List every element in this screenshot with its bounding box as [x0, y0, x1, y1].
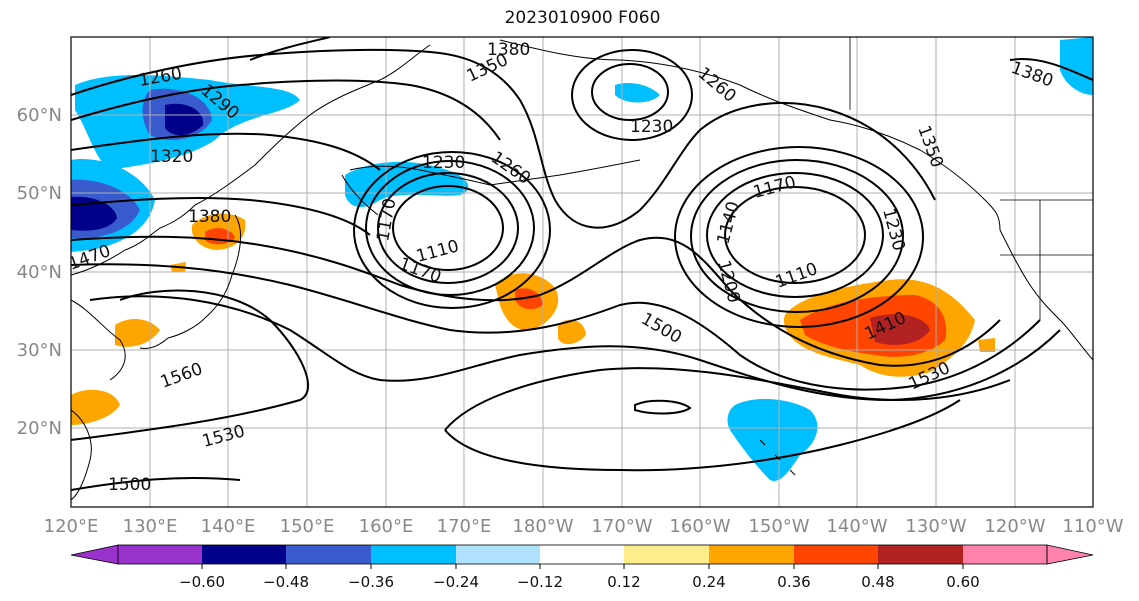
lon-tick-label: 110°W [1062, 516, 1123, 537]
colorbar-tick-label: −0.12 [517, 573, 563, 591]
lat-tick-label: 20°N [17, 418, 62, 439]
lat-tick-label: 30°N [17, 340, 62, 361]
lon-tick-label: 130°E [123, 516, 178, 537]
negative-anomaly-region [165, 103, 204, 136]
chart-title: 2023010900 F060 [504, 8, 661, 28]
lon-tick-label: 120°E [44, 516, 99, 537]
lon-axis: 120°E 130°E 140°E 150°E 160°E 170°E 180°… [44, 516, 1124, 537]
contour-label: 1320 [150, 147, 193, 167]
colorbar-swatch [286, 545, 371, 564]
colorbar: −0.60 −0.48 −0.36 −0.24 −0.12 0.12 0.24 … [70, 544, 1094, 591]
negative-anomaly-region [615, 83, 660, 103]
colorbar-swatch [709, 545, 794, 564]
positive-anomaly-region [515, 288, 543, 310]
positive-anomaly-region [71, 389, 120, 425]
negative-anomaly-region [1060, 37, 1093, 95]
lon-tick-label: 150°E [280, 516, 335, 537]
lon-tick-label: 180°W [512, 516, 573, 537]
contour-label: 1500 [108, 475, 151, 495]
lat-tick-label: 50°N [17, 183, 62, 204]
positive-anomaly-region [558, 319, 586, 345]
colorbar-swatch [371, 545, 456, 564]
contour-label: 1230 [422, 153, 465, 173]
colorbar-swatch [878, 545, 963, 564]
lon-tick-label: 140°W [826, 516, 887, 537]
lon-tick-label: 170°W [591, 516, 652, 537]
colorbar-swatch [624, 545, 709, 564]
colorbar-tick-label: −0.60 [179, 573, 225, 591]
lon-tick-label: 150°W [748, 516, 809, 537]
borders [849, 37, 1093, 320]
colorbar-tick-label: 0.12 [607, 573, 640, 591]
lon-tick-label: 130°W [905, 516, 966, 537]
colorbar-swatch [794, 545, 878, 564]
positive-anomaly-region [978, 338, 995, 352]
colorbar-swatch [456, 545, 540, 564]
colorbar-swatch [540, 545, 624, 564]
positive-anomaly-region [870, 314, 930, 345]
colorbar-tick-label: −0.36 [348, 573, 394, 591]
contour-label: 1380 [487, 40, 530, 60]
colorbar-extend-high [1046, 544, 1094, 565]
contour-label: 1380 [188, 207, 231, 227]
colorbar-swatch [202, 545, 286, 564]
contour-label: 1230 [630, 117, 673, 137]
colorbar-tick-label: −0.24 [433, 573, 479, 591]
positive-anomaly-region [115, 318, 160, 347]
colorbar-extend-low [70, 544, 119, 565]
plot-frame [70, 36, 1094, 508]
lat-tick-label: 60°N [17, 105, 62, 126]
lon-tick-label: 140°E [201, 516, 256, 537]
colorbar-tick-label: 0.60 [946, 573, 979, 591]
lon-tick-label: 160°W [669, 516, 730, 537]
negative-anomaly-region [727, 398, 818, 481]
lon-tick-label: 120°W [984, 516, 1045, 537]
lat-axis: 60°N 50°N 40°N 30°N 20°N [17, 105, 62, 439]
colorbar-swatch [118, 545, 202, 564]
colorbar-tick-label: 0.48 [861, 573, 894, 591]
colorbar-tick-label: −0.48 [263, 573, 309, 591]
lon-tick-label: 160°E [359, 516, 414, 537]
lat-tick-label: 40°N [17, 262, 62, 283]
colorbar-tick-label: 0.36 [777, 573, 810, 591]
negative-anomaly-region [71, 196, 117, 231]
colorbar-tick-label: 0.24 [692, 573, 725, 591]
height-contours [71, 37, 1093, 491]
lon-tick-label: 170°E [437, 516, 492, 537]
colorbar-swatch [963, 545, 1047, 564]
